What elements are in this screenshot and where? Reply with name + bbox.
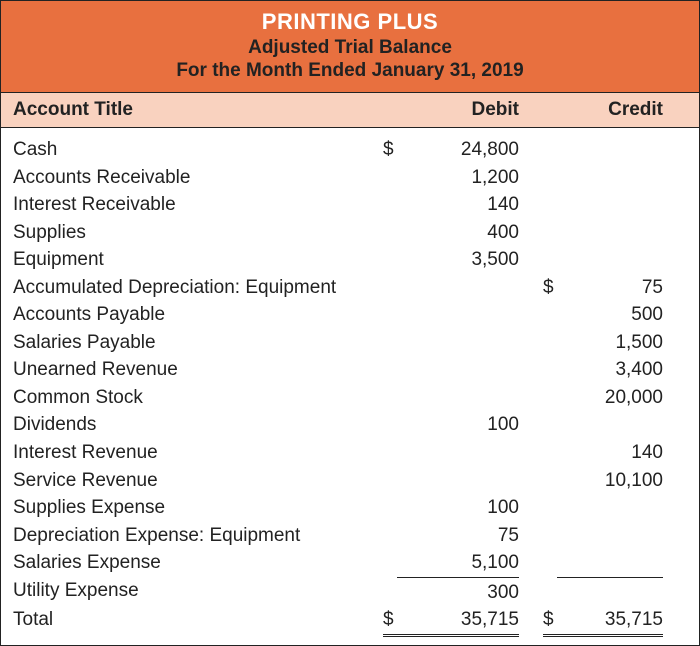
total-label: Total <box>1 606 371 637</box>
debit-cell: 400 <box>371 219 531 247</box>
account-title: Equipment <box>1 246 371 274</box>
report-period: For the Month Ended January 31, 2019 <box>1 60 699 82</box>
account-title: Common Stock <box>1 384 371 412</box>
debit-cell: 140 <box>371 191 531 219</box>
credit-cell <box>531 136 691 164</box>
account-title: Accumulated Depreciation: Equipment <box>1 274 371 302</box>
account-title: Interest Receivable <box>1 191 371 219</box>
total-debit: $35,715 <box>371 606 531 637</box>
credit-cell: 20,000 <box>531 384 691 412</box>
debit-cell: 5,100 <box>371 549 531 577</box>
credit-cell <box>531 219 691 247</box>
table-row: Accumulated Depreciation: Equipment $75 <box>1 274 699 302</box>
account-title: Cash <box>1 136 371 164</box>
account-title: Depreciation Expense: Equipment <box>1 522 371 550</box>
debit-cell: 100 <box>371 411 531 439</box>
credit-cell <box>531 191 691 219</box>
account-title: Dividends <box>1 411 371 439</box>
account-title: Salaries Expense <box>1 549 371 577</box>
debit-cell: 3,500 <box>371 246 531 274</box>
account-title: Supplies Expense <box>1 494 371 522</box>
table-row: Interest Receivable 140 <box>1 191 699 219</box>
debit-cell: 75 <box>371 522 531 550</box>
credit-cell <box>531 246 691 274</box>
debit-cell <box>371 274 531 302</box>
trial-balance-statement: PRINTING PLUS Adjusted Trial Balance For… <box>0 0 700 646</box>
table-row: Interest Revenue 140 <box>1 439 699 467</box>
table-row: Supplies 400 <box>1 219 699 247</box>
total-credit: $35,715 <box>531 606 691 637</box>
col-header-credit: Credit <box>531 93 691 127</box>
debit-cell <box>371 356 531 384</box>
debit-cell <box>371 329 531 357</box>
table-row: Utility Expense 300 <box>1 577 699 607</box>
debit-cell: 300 <box>371 577 531 607</box>
table-row: Cash $24,800 <box>1 136 699 164</box>
account-title: Accounts Receivable <box>1 164 371 192</box>
col-header-account: Account Title <box>1 93 371 127</box>
debit-cell: 100 <box>371 494 531 522</box>
company-name: PRINTING PLUS <box>1 9 699 35</box>
credit-cell: $75 <box>531 274 691 302</box>
debit-cell <box>371 384 531 412</box>
table-row: Service Revenue 10,100 <box>1 467 699 495</box>
credit-cell <box>531 549 691 577</box>
table-row: Dividends 100 <box>1 411 699 439</box>
account-title: Accounts Payable <box>1 301 371 329</box>
account-title: Utility Expense <box>1 577 371 607</box>
table-row: Salaries Expense 5,100 <box>1 549 699 577</box>
credit-cell <box>531 164 691 192</box>
table-body: Cash $24,800 Accounts Receivable 1,200 I… <box>1 128 699 645</box>
credit-cell <box>531 411 691 439</box>
total-row: Total $35,715 $35,715 <box>1 606 699 637</box>
credit-cell: 10,100 <box>531 467 691 495</box>
table-row: Accounts Receivable 1,200 <box>1 164 699 192</box>
account-title: Interest Revenue <box>1 439 371 467</box>
col-header-debit: Debit <box>371 93 531 127</box>
credit-cell: 140 <box>531 439 691 467</box>
credit-cell <box>531 577 691 607</box>
table-row: Common Stock 20,000 <box>1 384 699 412</box>
debit-cell <box>371 439 531 467</box>
credit-cell <box>531 494 691 522</box>
table-row: Unearned Revenue 3,400 <box>1 356 699 384</box>
table-row: Depreciation Expense: Equipment 75 <box>1 522 699 550</box>
account-title: Service Revenue <box>1 467 371 495</box>
table-row: Salaries Payable 1,500 <box>1 329 699 357</box>
column-header-row: Account Title Debit Credit <box>1 93 699 128</box>
debit-cell: $24,800 <box>371 136 531 164</box>
credit-cell: 3,400 <box>531 356 691 384</box>
table-row: Equipment 3,500 <box>1 246 699 274</box>
account-title: Supplies <box>1 219 371 247</box>
debit-cell <box>371 301 531 329</box>
debit-cell <box>371 467 531 495</box>
credit-cell: 1,500 <box>531 329 691 357</box>
credit-cell: 500 <box>531 301 691 329</box>
table-row: Accounts Payable 500 <box>1 301 699 329</box>
debit-cell: 1,200 <box>371 164 531 192</box>
table-row: Supplies Expense 100 <box>1 494 699 522</box>
credit-cell <box>531 522 691 550</box>
account-title: Unearned Revenue <box>1 356 371 384</box>
title-block: PRINTING PLUS Adjusted Trial Balance For… <box>1 1 699 93</box>
account-title: Salaries Payable <box>1 329 371 357</box>
report-name: Adjusted Trial Balance <box>1 37 699 59</box>
